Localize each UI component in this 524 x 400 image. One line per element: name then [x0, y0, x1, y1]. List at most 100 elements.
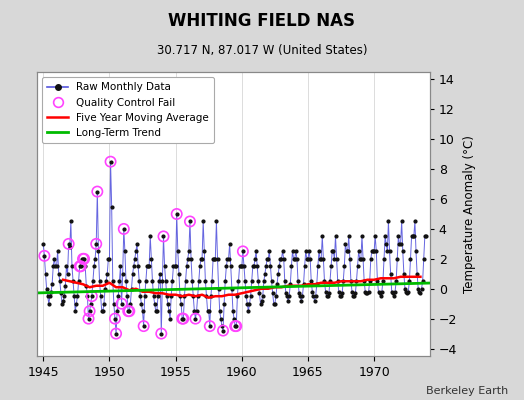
Point — [72, 300, 81, 307]
Point — [194, 278, 203, 284]
Point — [165, 308, 173, 314]
Point — [219, 327, 227, 334]
Point — [85, 308, 94, 314]
Point — [214, 286, 223, 292]
Point — [272, 293, 280, 300]
Point — [309, 293, 318, 300]
Point — [409, 233, 417, 240]
Point — [413, 270, 421, 277]
Point — [209, 256, 217, 262]
Point — [356, 256, 364, 262]
Point — [226, 263, 235, 270]
Point — [241, 278, 249, 284]
Point — [407, 233, 416, 240]
Point — [112, 330, 121, 337]
Point — [357, 256, 365, 262]
Point — [160, 263, 169, 270]
Point — [398, 218, 406, 225]
Point — [382, 241, 390, 247]
Point — [275, 263, 283, 270]
Point — [189, 293, 198, 300]
Point — [52, 263, 61, 270]
Point — [157, 330, 166, 337]
Point — [251, 256, 259, 262]
Point — [99, 308, 107, 314]
Point — [123, 293, 132, 300]
Point — [108, 278, 117, 284]
Point — [192, 308, 201, 314]
Point — [341, 241, 350, 247]
Point — [151, 308, 160, 314]
Point — [147, 256, 156, 262]
Point — [218, 323, 226, 329]
Point — [158, 278, 167, 284]
Point — [121, 248, 129, 254]
Point — [69, 278, 77, 284]
Point — [64, 241, 73, 247]
Y-axis label: Temperature Anomaly (°C): Temperature Anomaly (°C) — [463, 135, 476, 293]
Point — [166, 316, 174, 322]
Point — [236, 263, 245, 270]
Point — [79, 256, 87, 262]
Point — [422, 233, 430, 240]
Point — [39, 241, 48, 247]
Point — [296, 293, 304, 300]
Point — [233, 293, 242, 300]
Point — [208, 278, 216, 284]
Point — [282, 290, 290, 296]
Point — [191, 316, 200, 322]
Point — [178, 316, 187, 322]
Point — [392, 278, 400, 284]
Point — [304, 256, 312, 262]
Point — [254, 278, 263, 284]
Point — [348, 288, 356, 295]
Point — [350, 293, 358, 300]
Point — [75, 263, 84, 270]
Point — [203, 308, 212, 314]
Point — [340, 263, 348, 270]
Point — [420, 256, 428, 262]
Point — [411, 218, 419, 225]
Point — [186, 218, 194, 225]
Point — [363, 290, 372, 296]
Point — [118, 270, 127, 277]
Point — [129, 263, 138, 270]
Point — [96, 293, 105, 300]
Point — [253, 263, 261, 270]
Point — [337, 293, 345, 300]
Point — [204, 308, 213, 314]
Point — [80, 256, 88, 262]
Point — [97, 308, 106, 314]
Point — [256, 300, 265, 307]
Point — [331, 233, 340, 240]
Point — [230, 316, 238, 322]
Point — [66, 244, 74, 250]
Point — [157, 330, 166, 337]
Point — [191, 316, 200, 322]
Point — [216, 316, 225, 322]
Point — [125, 308, 134, 314]
Point — [419, 278, 427, 284]
Point — [255, 290, 264, 296]
Point — [205, 323, 214, 329]
Point — [178, 316, 187, 322]
Point — [77, 263, 85, 270]
Point — [73, 293, 82, 300]
Point — [210, 256, 219, 262]
Point — [339, 278, 347, 284]
Point — [268, 290, 277, 296]
Point — [396, 241, 405, 247]
Point — [245, 300, 254, 307]
Point — [247, 278, 256, 284]
Point — [133, 241, 141, 247]
Point — [141, 278, 150, 284]
Point — [338, 290, 346, 296]
Point — [283, 293, 291, 300]
Point — [40, 253, 49, 259]
Point — [148, 278, 157, 284]
Point — [239, 248, 247, 254]
Point — [391, 288, 399, 295]
Point — [320, 278, 329, 284]
Point — [298, 293, 307, 300]
Point — [288, 248, 297, 254]
